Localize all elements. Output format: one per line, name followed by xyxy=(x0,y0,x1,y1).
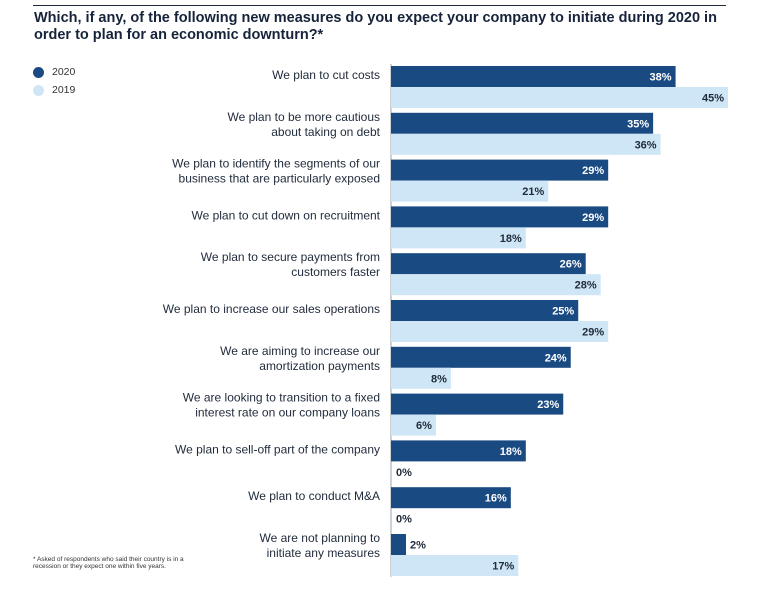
legend-item-2019: 2019 xyxy=(33,81,75,99)
data-label-2020: 16% xyxy=(485,493,507,505)
data-label-2020: 18% xyxy=(500,446,522,458)
data-label-2019: 6% xyxy=(416,420,432,432)
category-label: We plan to identify the segments of our xyxy=(172,157,380,171)
data-label-2019: 0% xyxy=(396,467,412,479)
bar-2019 xyxy=(391,133,661,155)
bar-2020 xyxy=(391,346,571,368)
category-label: amortization payments xyxy=(259,359,380,373)
data-label-2019: 18% xyxy=(500,233,522,245)
data-label-2019: 29% xyxy=(582,327,604,339)
category-label: interest rate on our company loans xyxy=(195,406,380,420)
bar-2019 xyxy=(391,180,549,202)
category-label: We plan to secure payments from xyxy=(201,250,380,264)
data-label-2019: 28% xyxy=(575,280,597,292)
legend: 2020 2019 xyxy=(33,63,75,99)
data-label-2020: 35% xyxy=(627,118,649,130)
bar-2019 xyxy=(391,227,526,249)
data-label-2019: 0% xyxy=(396,514,412,526)
data-label-2020: 29% xyxy=(582,212,604,224)
category-label: We are looking to transition to a fixed xyxy=(183,391,380,405)
bar-2020 xyxy=(391,300,579,321)
legend-item-2020: 2020 xyxy=(33,63,75,81)
bar-2019 xyxy=(391,87,728,108)
bar-2020 xyxy=(391,487,511,509)
top-rule xyxy=(33,5,726,6)
category-label: We plan to increase our sales operations xyxy=(163,302,380,316)
data-label-2020: 26% xyxy=(560,259,582,271)
data-label-2019: 21% xyxy=(522,186,544,198)
data-label-2020: 24% xyxy=(545,352,567,364)
category-label: We are not planning to xyxy=(259,531,380,545)
bar-2019 xyxy=(391,274,601,296)
chart-title: Which, if any, of the following new meas… xyxy=(34,10,717,43)
bar-2020 xyxy=(391,112,654,134)
bar-2019 xyxy=(391,367,451,389)
data-label-2019: 36% xyxy=(635,139,657,151)
legend-label-2019: 2019 xyxy=(52,84,76,96)
category-label: We plan to cut down on recruitment xyxy=(191,208,380,222)
bar-2020 xyxy=(391,393,564,415)
category-label: business that are particularly exposed xyxy=(179,172,380,186)
category-label: We plan to sell-off part of the company xyxy=(175,442,380,456)
category-label: We plan to cut costs xyxy=(272,68,380,82)
bar-2020 xyxy=(391,159,609,181)
legend-swatch-2020 xyxy=(33,66,44,78)
category-label: We plan to conduct M&A xyxy=(248,489,380,503)
data-label-2020: 38% xyxy=(650,72,672,84)
data-label-2020: 25% xyxy=(552,306,574,318)
category-label: initiate any measures xyxy=(267,546,380,560)
category-label: We are aiming to increase our xyxy=(220,344,380,358)
bar-2020 xyxy=(391,206,609,228)
legend-swatch-2019 xyxy=(33,84,44,96)
data-label-2019: 8% xyxy=(431,373,447,385)
data-label-2020: 2% xyxy=(410,540,426,552)
bar-2020 xyxy=(391,440,526,462)
bar-2020 xyxy=(391,253,586,275)
bar-2019 xyxy=(391,414,436,436)
legend-label-2020: 2020 xyxy=(52,66,76,78)
data-label-2020: 29% xyxy=(582,165,604,177)
bar-2019 xyxy=(391,321,609,342)
category-label: about taking on debt xyxy=(271,125,380,139)
category-label: customers faster xyxy=(291,265,380,279)
data-label-2019: 45% xyxy=(702,93,724,105)
bar-2020 xyxy=(391,534,406,555)
bar-2019 xyxy=(391,555,519,576)
data-label-2020: 23% xyxy=(537,399,559,411)
category-label: We plan to be more cautious xyxy=(227,110,380,124)
bar-2020 xyxy=(391,66,676,87)
footnote: * Asked of respondents who said their co… xyxy=(33,556,184,570)
data-label-2019: 17% xyxy=(492,561,514,573)
